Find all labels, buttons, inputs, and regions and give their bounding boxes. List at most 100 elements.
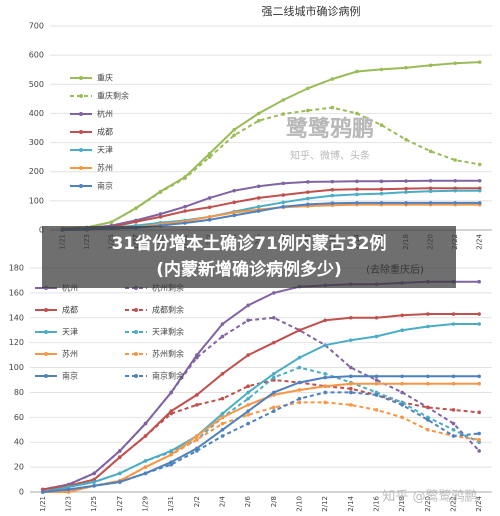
y-tick-label: 120 xyxy=(9,338,24,347)
data-point xyxy=(118,449,122,453)
y-tick-label: 80 xyxy=(14,388,24,397)
chart-title: 强二线城市确诊病例 xyxy=(262,4,361,18)
y-tick-label: 200 xyxy=(29,167,44,176)
data-point xyxy=(451,421,456,426)
data-point xyxy=(355,179,359,184)
data-point xyxy=(195,434,199,438)
series-line xyxy=(42,323,480,493)
legend-label: 苏州 xyxy=(62,349,78,359)
data-point xyxy=(477,312,481,316)
legend-marker xyxy=(79,112,83,116)
data-point xyxy=(246,303,250,308)
data-point xyxy=(428,201,433,205)
data-point xyxy=(297,380,302,385)
data-point xyxy=(453,178,457,183)
data-point xyxy=(349,315,353,320)
data-point xyxy=(272,371,276,376)
data-point xyxy=(477,201,482,205)
data-point xyxy=(426,405,430,410)
data-point xyxy=(143,471,148,476)
data-point xyxy=(272,375,276,380)
data-point xyxy=(281,98,286,102)
data-point xyxy=(195,449,199,453)
data-point xyxy=(428,186,433,191)
x-tick-label: 2/8 xyxy=(270,496,278,507)
data-point xyxy=(451,408,456,412)
data-point xyxy=(330,201,335,205)
data-point xyxy=(477,437,481,442)
data-point xyxy=(256,118,261,123)
data-point xyxy=(451,312,456,316)
data-point xyxy=(349,403,353,407)
legend-label: 成都 xyxy=(97,127,113,137)
x-tick-label: 1/31 xyxy=(167,496,175,512)
data-point xyxy=(272,340,276,345)
legend-label: 重庆剩余 xyxy=(97,91,129,101)
data-point xyxy=(246,353,250,357)
x-tick-label: 2/2 xyxy=(193,496,201,507)
data-point xyxy=(330,77,335,81)
x-tick-label: 2/18 xyxy=(398,496,406,512)
data-point xyxy=(66,485,71,489)
banner-text: (内蒙新增确诊病例多少) xyxy=(156,259,342,280)
data-point xyxy=(379,187,384,191)
data-point xyxy=(207,151,212,156)
data-point xyxy=(428,63,433,68)
data-point xyxy=(92,483,96,488)
data-point xyxy=(404,190,408,194)
series-line xyxy=(62,179,480,231)
data-point xyxy=(428,178,433,183)
data-point xyxy=(379,191,384,196)
data-point xyxy=(183,204,187,209)
data-point xyxy=(169,411,173,416)
data-point xyxy=(92,471,96,476)
legend-marker xyxy=(79,76,83,80)
series-line xyxy=(42,391,480,493)
y-tick-label: 140 xyxy=(9,313,24,322)
data-point xyxy=(451,374,456,379)
data-point xyxy=(477,322,481,326)
data-point xyxy=(195,403,199,407)
data-point xyxy=(453,188,457,193)
data-point xyxy=(272,291,276,295)
data-point xyxy=(220,411,225,416)
data-point xyxy=(374,390,379,395)
data-point xyxy=(272,390,276,395)
data-point xyxy=(246,413,250,417)
legend-label: 成都 xyxy=(62,305,78,315)
legend-label: 天津剩余 xyxy=(152,327,184,337)
data-point xyxy=(246,421,250,426)
data-point xyxy=(323,318,327,323)
data-point xyxy=(246,409,250,413)
y-tick-label: 20 xyxy=(14,463,24,472)
data-point xyxy=(323,400,327,405)
data-point xyxy=(246,318,250,323)
legend-label: 杭州 xyxy=(97,109,113,119)
data-point xyxy=(379,67,384,72)
data-point xyxy=(323,343,327,347)
data-point xyxy=(232,188,236,193)
data-point xyxy=(355,192,359,197)
data-point xyxy=(379,123,384,127)
x-tick-label: 1/21 xyxy=(39,496,47,512)
data-point xyxy=(66,490,71,494)
data-point xyxy=(118,455,122,459)
data-point xyxy=(232,127,236,132)
data-point xyxy=(297,355,302,360)
legend-marker xyxy=(44,352,48,356)
data-point xyxy=(232,210,236,215)
data-point xyxy=(426,381,430,386)
data-point xyxy=(400,313,404,318)
data-point xyxy=(477,279,481,284)
data-point xyxy=(272,315,276,320)
data-point xyxy=(220,427,225,432)
data-point xyxy=(400,390,404,395)
data-point xyxy=(256,111,261,116)
legend-marker xyxy=(44,308,48,312)
data-point xyxy=(281,112,286,116)
data-point xyxy=(400,374,404,379)
legend-label: 成都剩余 xyxy=(152,305,184,315)
y-tick-label: 0 xyxy=(19,488,24,497)
data-point xyxy=(169,409,173,413)
data-point xyxy=(256,184,261,189)
